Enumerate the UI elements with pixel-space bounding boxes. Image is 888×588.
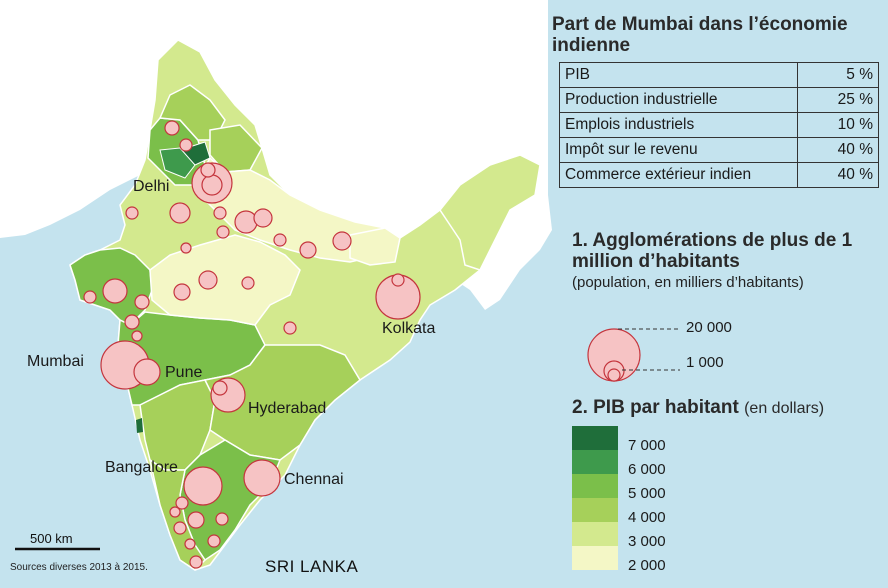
city-circle — [187, 511, 205, 529]
city-circle — [179, 138, 193, 152]
legend-large-value: 20 000 — [686, 319, 732, 336]
region-andhra — [203, 344, 361, 461]
mumbai-share-title: Part de Mumbai dans l’économie indienne — [552, 14, 848, 56]
city-circle — [169, 202, 191, 224]
city-circle — [180, 242, 192, 254]
legend-gdp: 2. PIB par habitant (en dollars) — [572, 397, 882, 419]
city-circle-delhi-b — [201, 174, 223, 196]
legend-population-title: 1. Agglomérations de plus de 1 million d… — [572, 230, 853, 272]
legend-class-label: 4 000 — [628, 509, 666, 526]
legend-swatch-6000 — [572, 450, 618, 474]
row-value: 10 % — [797, 112, 879, 138]
row-label: Commerce extérieur indien — [559, 162, 798, 188]
city-circle — [83, 290, 97, 304]
legend-swatch-5000 — [572, 474, 618, 498]
city-circle — [189, 555, 203, 569]
city-circle — [241, 276, 255, 290]
city-circle — [253, 208, 273, 228]
city-circle — [124, 314, 140, 330]
city-label-kolkata: Kolkata — [382, 320, 436, 337]
city-circle — [299, 241, 317, 259]
row-label: Emplois industriels — [559, 112, 798, 138]
legend-population-subtitle: (population, en milliers d’habitants) — [572, 274, 804, 291]
city-circle — [332, 231, 352, 251]
legend-swatch-3000 — [572, 522, 618, 546]
city-label-bangalore: Bangalore — [105, 459, 178, 476]
legend-gdp-title: 2. PIB par habitant (en dollars) — [572, 397, 825, 418]
table-row: PIB 5 % — [559, 62, 879, 88]
city-circle — [125, 206, 139, 220]
city-circle — [212, 380, 228, 396]
city-circle-delhi-c — [200, 162, 216, 178]
city-circle — [207, 534, 221, 548]
city-circle — [131, 330, 143, 342]
sources-note: Sources diverses 2013 à 2015. — [10, 562, 148, 573]
table-row: Emplois industriels 10 % — [559, 112, 879, 138]
city-circle — [164, 120, 180, 136]
city-label-pune: Pune — [165, 364, 203, 381]
row-value: 40 % — [797, 162, 879, 188]
city-circle-kolkata-b — [391, 273, 405, 287]
city-circle — [273, 233, 287, 247]
city-circle — [134, 294, 150, 310]
legend-class-label: 3 000 — [628, 533, 666, 550]
agglomeration-circles — [83, 120, 421, 569]
region-mp-rajasthan — [149, 234, 301, 326]
table-row: Impôt sur le revenu 40 % — [559, 137, 879, 163]
city-circle — [216, 225, 230, 239]
legend-class-label: 7 000 — [628, 437, 666, 454]
row-label: PIB — [559, 62, 798, 88]
legend-circles — [587, 328, 680, 382]
mumbai-share-table: PIB 5 % Production industrielle 25 % Emplo… — [559, 62, 879, 188]
city-label-delhi: Delhi — [133, 178, 170, 195]
city-circle-pune — [133, 358, 161, 386]
legend-swatch-2000 — [572, 546, 618, 570]
region-northeast — [439, 154, 541, 271]
row-value: 25 % — [797, 87, 879, 113]
row-label: Production industrielle — [559, 87, 798, 113]
table-row: Commerce extérieur indien 40 % — [559, 162, 879, 188]
city-label-hyderabad: Hyderabad — [248, 400, 327, 417]
city-circle — [102, 278, 128, 304]
legend-swatch-4000 — [572, 498, 618, 522]
legend-swatch-7000 — [572, 426, 618, 450]
region-delhi-ring — [159, 147, 196, 179]
row-value: 40 % — [797, 137, 879, 163]
legend-class-label: 5 000 — [628, 485, 666, 502]
city-circle — [173, 521, 187, 535]
city-circle — [283, 321, 297, 335]
city-circle-bangalore — [183, 466, 223, 506]
region-bihar — [349, 227, 401, 266]
city-label-chennai: Chennai — [284, 471, 344, 488]
legend-small-value: 1 000 — [686, 354, 724, 371]
city-circle — [213, 206, 227, 220]
region-goa — [136, 418, 143, 433]
row-value: 5 % — [797, 62, 879, 88]
city-circle — [175, 496, 189, 510]
row-label: Impôt sur le revenu — [559, 137, 798, 163]
legend-class-label: 2 000 — [628, 557, 666, 574]
region-himachal — [158, 84, 226, 141]
country-label-sri-lanka: SRI LANKA — [265, 557, 359, 576]
city-circle — [198, 270, 218, 290]
city-circle-chennai — [243, 459, 281, 497]
city-circle — [184, 538, 196, 550]
scale-bar-label: 500 km — [30, 531, 73, 546]
city-label-mumbai: Mumbai — [27, 353, 84, 370]
mumbai-share-box: Part de Mumbai dans l’économie indienne … — [552, 14, 879, 188]
table-row: Production industrielle 25 % — [559, 87, 879, 113]
city-circle — [234, 210, 258, 234]
region-karnataka — [139, 379, 216, 471]
legend-gdp-unit: (en dollars) — [744, 400, 825, 417]
city-circle — [173, 283, 191, 301]
legend-population: 1. Agglomérations de plus de 1 million d… — [572, 230, 882, 291]
city-circle — [215, 512, 229, 526]
city-circle — [169, 506, 181, 518]
neighbor-land — [0, 0, 548, 282]
legend-class-label: 6 000 — [628, 461, 666, 478]
